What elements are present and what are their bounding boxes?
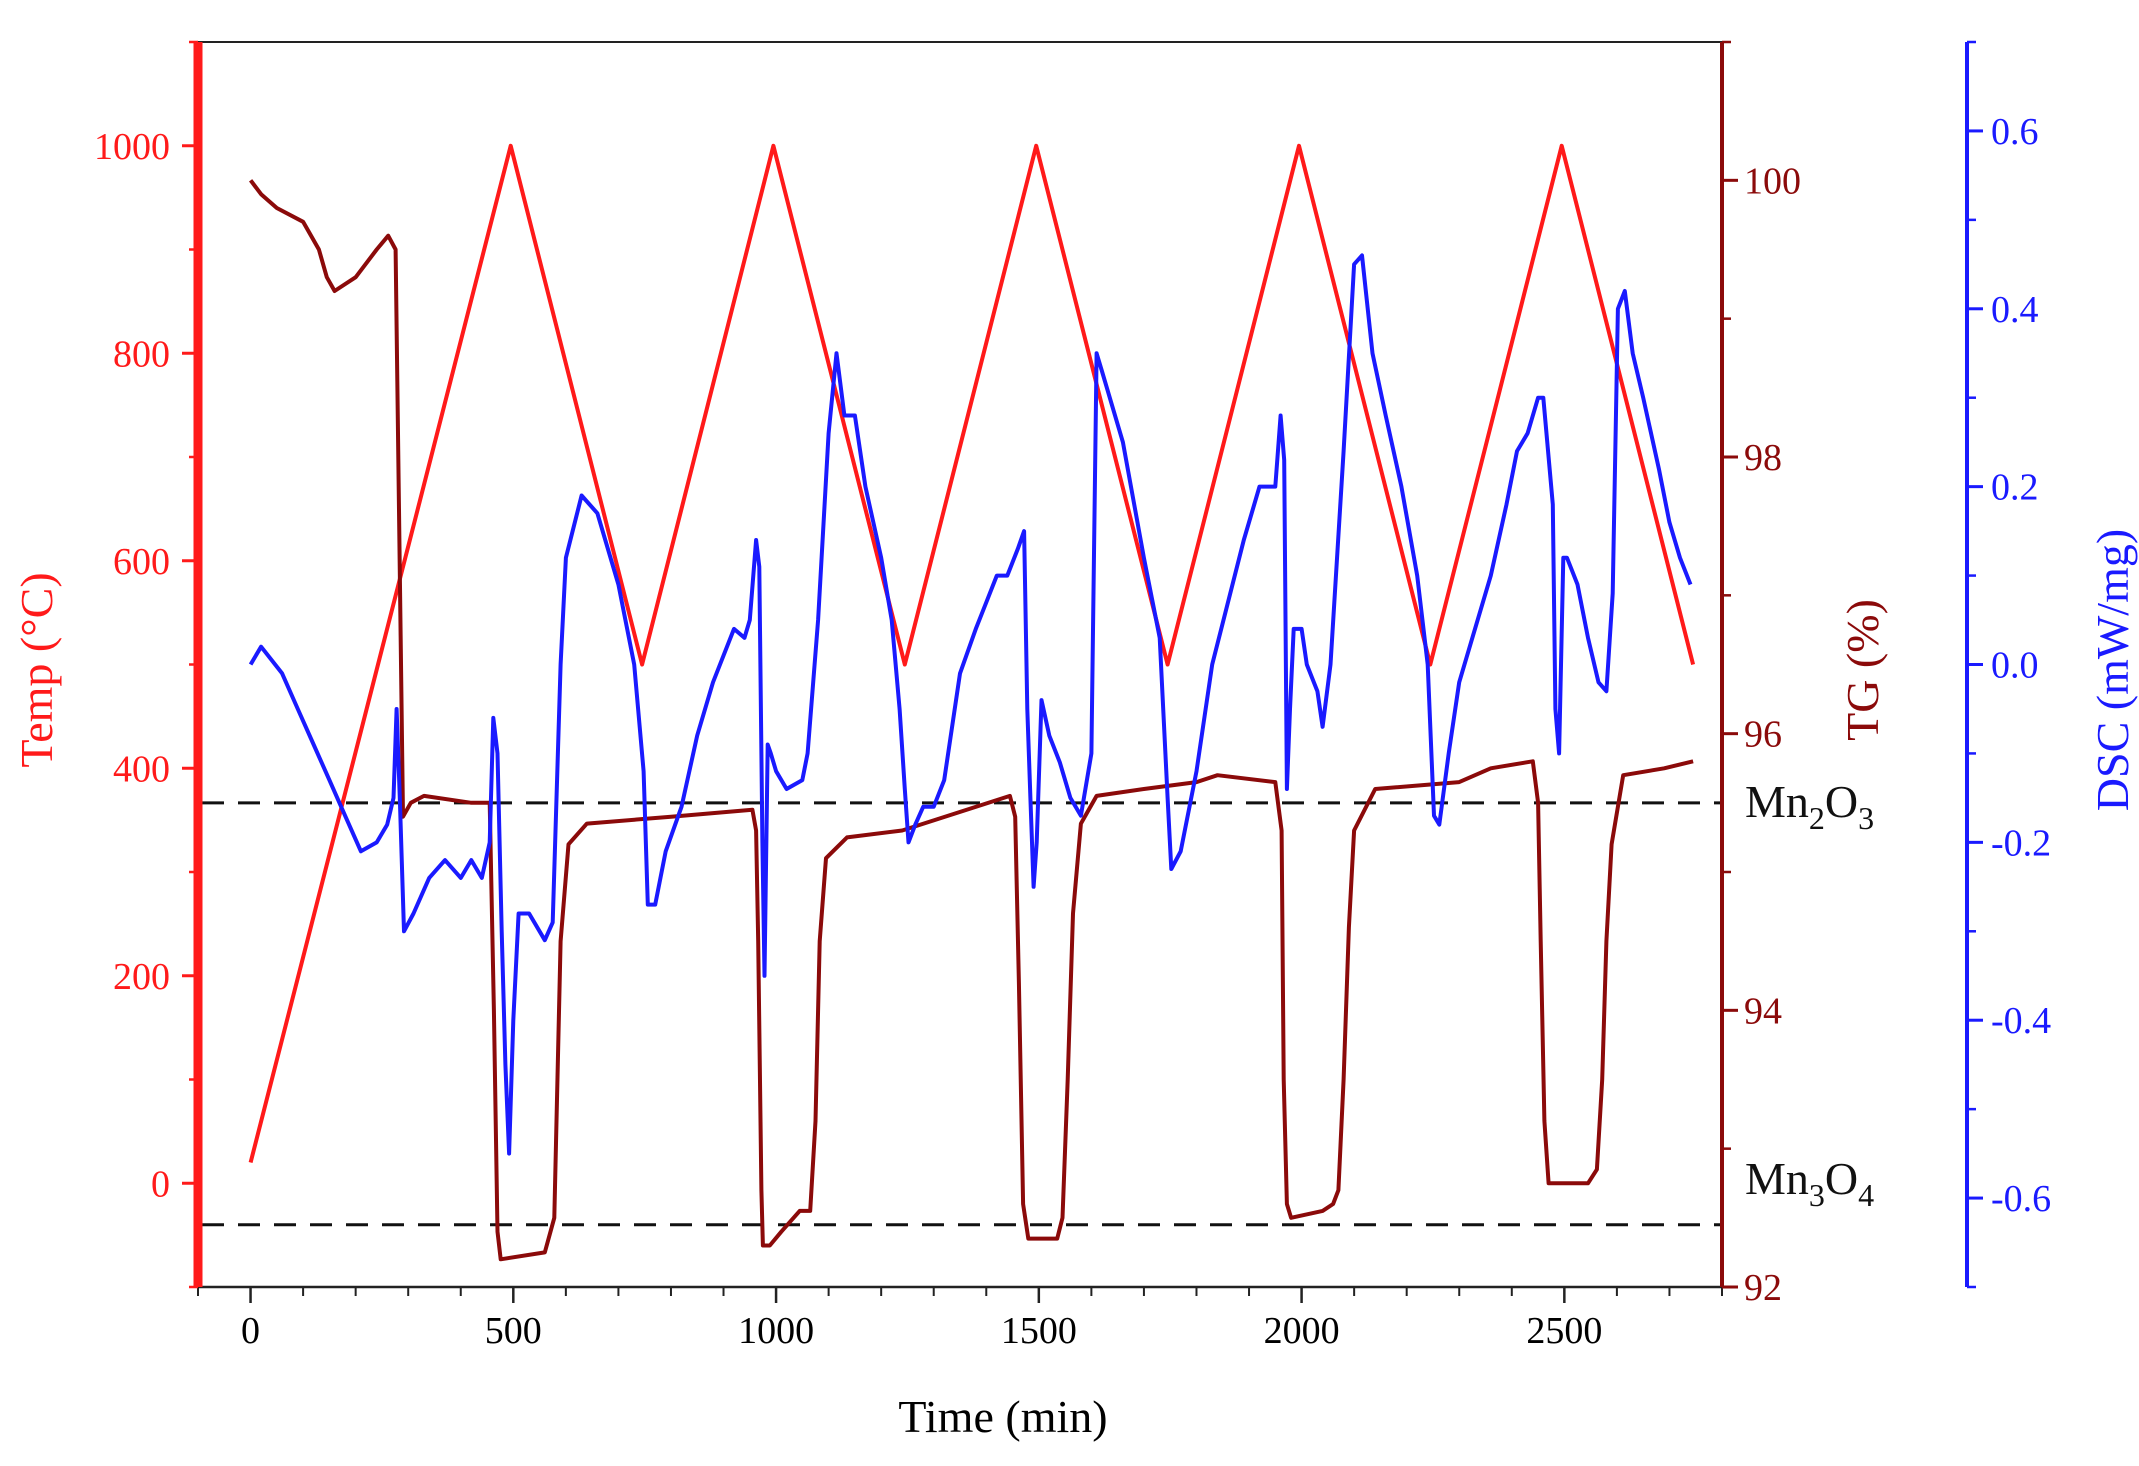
dsc-tick-label: 0.6: [1991, 111, 2039, 153]
temp-tick-label: 600: [113, 541, 170, 583]
tg-tick-label: 100: [1744, 160, 1801, 202]
dsc-tick-label: 0.2: [1991, 467, 2039, 509]
x-axis: 0 500 1000 1500 2000 2500: [197, 1285, 1723, 1352]
x-tick-label: 500: [485, 1310, 542, 1352]
reference-lines: [202, 801, 1722, 1227]
temp-tick-label: 0: [151, 1163, 170, 1205]
x-tick-label: 1000: [738, 1310, 814, 1352]
x-tick-label: 2000: [1264, 1310, 1340, 1352]
series-dsc-line: [248, 253, 1693, 1156]
dsc-axis: -0.6 -0.4 -0.2 0.0 0.2 0.4 0.6: [1965, 40, 2051, 1289]
dsc-tick-label: 0.4: [1991, 289, 2039, 331]
series-layer: [248, 143, 1696, 1262]
tg-axis-title: TG (%): [1837, 599, 1888, 741]
temp-tick-label: 800: [113, 333, 170, 375]
dsc-tick-label: -0.4: [1991, 1000, 2051, 1042]
series-tg-line: [249, 179, 1694, 1262]
tg-tick-label: 92: [1744, 1267, 1782, 1309]
x-tick-label: 1500: [1001, 1310, 1077, 1352]
dsc-tick-label: 0.0: [1991, 645, 2039, 687]
tg-axis: 92 94 96 98 100: [1720, 40, 1801, 1309]
x-axis-title: Time (min): [898, 1391, 1107, 1442]
temp-axis: 0 200 400 600 800 1000: [94, 40, 203, 1289]
tg-tick-label: 94: [1744, 990, 1782, 1032]
temp-axis-title: Temp (°C): [11, 572, 62, 767]
series-temp-line: [248, 143, 1696, 1163]
mn3o4-label: Mn3O4: [1745, 1153, 1874, 1213]
temp-tick-label: 400: [113, 748, 170, 790]
dsc-tick-label: -0.2: [1991, 822, 2051, 864]
temp-tick-label: 200: [113, 956, 170, 998]
tg-tick-label: 98: [1744, 437, 1782, 479]
dsc-axis-title: DSC (mW/mg): [2087, 529, 2138, 811]
x-tick-label: 0: [241, 1310, 260, 1352]
mn2o3-label: Mn2O3: [1745, 776, 1874, 836]
dsc-tick-label: -0.6: [1991, 1178, 2051, 1220]
temp-tick-label: 1000: [94, 126, 170, 168]
x-tick-label: 2500: [1526, 1310, 1602, 1352]
tg-tick-label: 96: [1744, 714, 1782, 756]
